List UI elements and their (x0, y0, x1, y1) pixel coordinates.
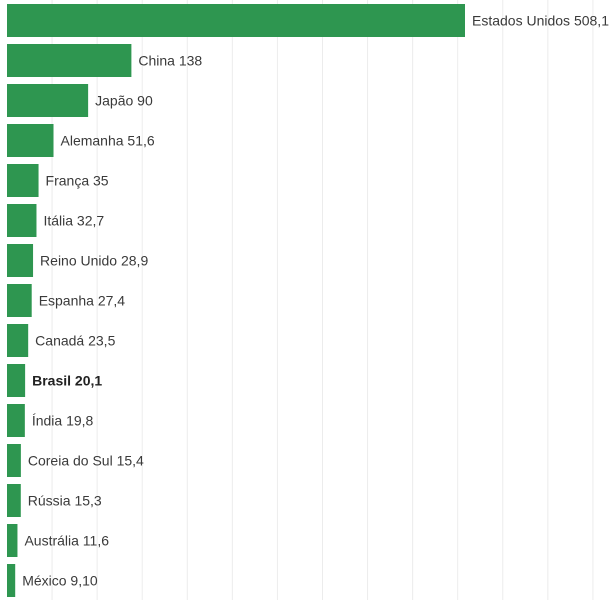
data-label-india: Índia 19,8 (32, 413, 94, 429)
data-label-reino-unido: Reino Unido 28,9 (40, 253, 148, 269)
data-label-australia: Austrália 11,6 (24, 533, 109, 549)
data-label-italia: Itália 32,7 (43, 213, 104, 229)
bar-mexico (7, 564, 16, 597)
data-label-mexico: México 9,10 (22, 573, 98, 589)
bar-estados-unidos (7, 4, 465, 37)
bar-layer (7, 4, 465, 597)
bar-alemanha (7, 124, 54, 157)
bar-brasil (7, 364, 26, 397)
grid-layer (51, 0, 594, 600)
bar-australia (7, 524, 18, 557)
bar-canada (7, 324, 29, 357)
bar-italia (7, 204, 37, 237)
bar-franca (7, 164, 39, 197)
bar-reino-unido (7, 244, 34, 277)
data-label-franca: França 35 (46, 173, 109, 189)
data-label-espanha: Espanha 27,4 (39, 293, 126, 309)
label-layer: Estados Unidos 508,1 China 138 Japão 90 Ale… (22, 13, 609, 589)
data-label-russia: Rússia 15,3 (28, 493, 102, 509)
data-label-coreia-do-sul: Coreia do Sul 15,4 (28, 453, 144, 469)
data-label-alemanha: Alemanha 51,6 (61, 133, 155, 149)
data-label-brasil: Brasil 20,1 (32, 373, 102, 389)
data-label-estados-unidos: Estados Unidos 508,1 (472, 13, 609, 29)
bar-china (7, 44, 132, 77)
bar-coreia-do-sul (7, 444, 21, 477)
data-label-china: China 138 (138, 53, 202, 69)
bar-russia (7, 484, 21, 517)
bar-espanha (7, 284, 32, 317)
bar-japao (7, 84, 89, 117)
data-label-japao: Japão 90 (95, 93, 153, 109)
bar-india (7, 404, 25, 437)
data-label-canada: Canadá 23,5 (35, 333, 115, 349)
